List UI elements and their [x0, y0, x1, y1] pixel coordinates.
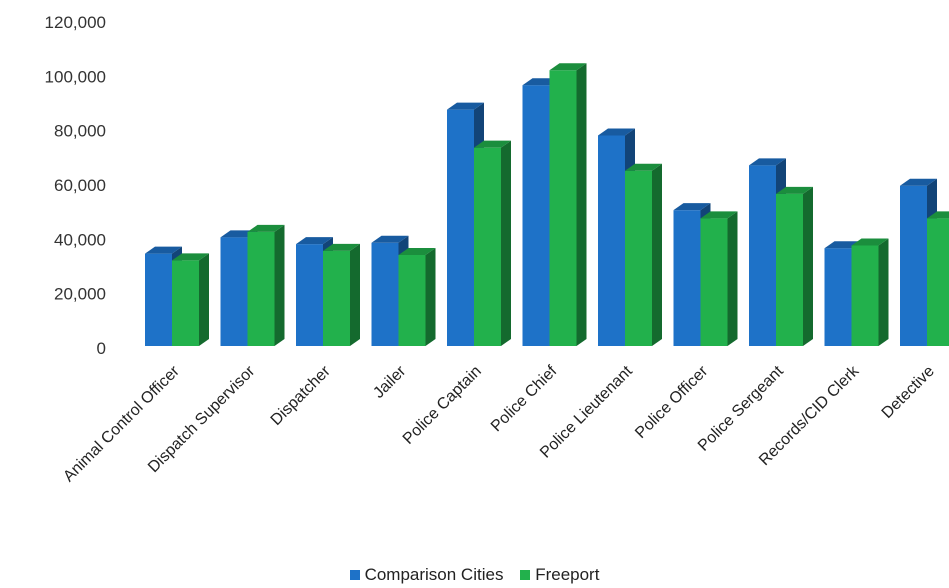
bar-freeport [398, 247, 436, 346]
bar-top-face [371, 235, 409, 243]
legend-label-comparison-cities: Comparison Cities [364, 565, 504, 584]
bar-freeport [323, 243, 360, 346]
legend-swatch-comparison-cities [349, 570, 360, 580]
bar-freeport [927, 211, 949, 346]
bar-front-face [900, 185, 927, 346]
bar-front-face [220, 237, 248, 346]
bar-top-face [673, 203, 711, 211]
bar-front-face [549, 70, 577, 346]
legend-item-comparison-cities: Comparison Cities [349, 565, 504, 585]
bar-front-face [172, 260, 199, 346]
bar-freeport [247, 224, 285, 346]
bar-top-face [323, 243, 360, 251]
bar-top-face [900, 178, 937, 186]
y-tick-label: 40,000 [54, 230, 106, 249]
bar-freeport [776, 186, 813, 346]
bar-front-face [474, 147, 501, 346]
bar-front-face [371, 242, 399, 346]
x-category-label: Police Captain [400, 363, 485, 448]
bar-top-face [398, 247, 436, 255]
bar-side-face [199, 253, 209, 346]
bar-freeport [700, 211, 738, 346]
legend-swatch-freeport [520, 570, 531, 580]
x-category-label: Detective [879, 363, 938, 422]
bar-side-face [727, 211, 738, 346]
bar-freeport [851, 238, 889, 346]
bar-front-face [323, 250, 350, 346]
bar-series [145, 63, 949, 347]
bar-side-face [652, 163, 662, 346]
bar-top-face [549, 63, 587, 71]
bar-freeport [549, 63, 587, 347]
y-tick-label: 100,000 [45, 67, 106, 86]
bar-front-face [145, 253, 172, 346]
bar-side-face [803, 186, 813, 346]
y-tick-label: 20,000 [54, 285, 106, 304]
bar-top-face [851, 238, 889, 246]
bar-top-face [700, 211, 738, 219]
bar-side-face [425, 247, 436, 346]
x-category-label: Dispatcher [268, 362, 335, 429]
bar-front-face [927, 218, 949, 346]
bar-freeport [474, 140, 511, 346]
bar-side-face [274, 224, 285, 346]
bar-top-face [625, 163, 662, 171]
x-category-label: Police Officer [632, 362, 712, 442]
bar-side-face [350, 243, 360, 346]
y-tick-label: 0 [97, 339, 106, 358]
bar-front-face [398, 254, 426, 346]
bar-top-face [598, 128, 635, 136]
bar-front-face [749, 165, 776, 346]
bar-freeport [172, 253, 209, 346]
x-category-label: Jailer [370, 362, 410, 402]
bar-top-face [296, 237, 333, 245]
bar-front-face [824, 248, 852, 346]
bar-top-face [172, 253, 209, 261]
bar-top-face [927, 211, 949, 219]
bar-top-face [776, 186, 813, 194]
bar-front-face [673, 210, 701, 346]
y-tick-label: 60,000 [54, 176, 106, 195]
bar-front-face [851, 245, 879, 346]
bar-freeport [625, 163, 662, 346]
bar-front-face [625, 170, 652, 346]
bar-front-face [598, 135, 625, 346]
bar-top-face [447, 102, 484, 110]
bar-top-face [749, 158, 786, 166]
bar-front-face [296, 244, 323, 346]
bar-top-face [145, 246, 182, 254]
bar-side-face [576, 63, 587, 347]
legend-label-freeport: Freeport [535, 565, 600, 584]
bar-side-face [501, 140, 511, 346]
bar-side-face [878, 238, 889, 346]
bar-front-face [522, 85, 550, 346]
y-axis-ticks: 0 20,000 40,000 60,000 80,000 100,000 120,000 [45, 13, 106, 358]
bar-front-face [776, 193, 803, 346]
bar-front-face [447, 109, 474, 347]
x-category-label: Police Chief [488, 362, 561, 435]
bar-top-face [474, 140, 511, 148]
bar-front-face [247, 231, 275, 346]
legend: Comparison Cities Freeport [0, 565, 949, 585]
bar-front-face [700, 218, 728, 346]
bar-top-face [247, 224, 285, 232]
legend-item-freeport: Freeport [520, 565, 599, 585]
y-tick-label: 120,000 [45, 13, 106, 32]
y-tick-label: 80,000 [54, 122, 106, 141]
